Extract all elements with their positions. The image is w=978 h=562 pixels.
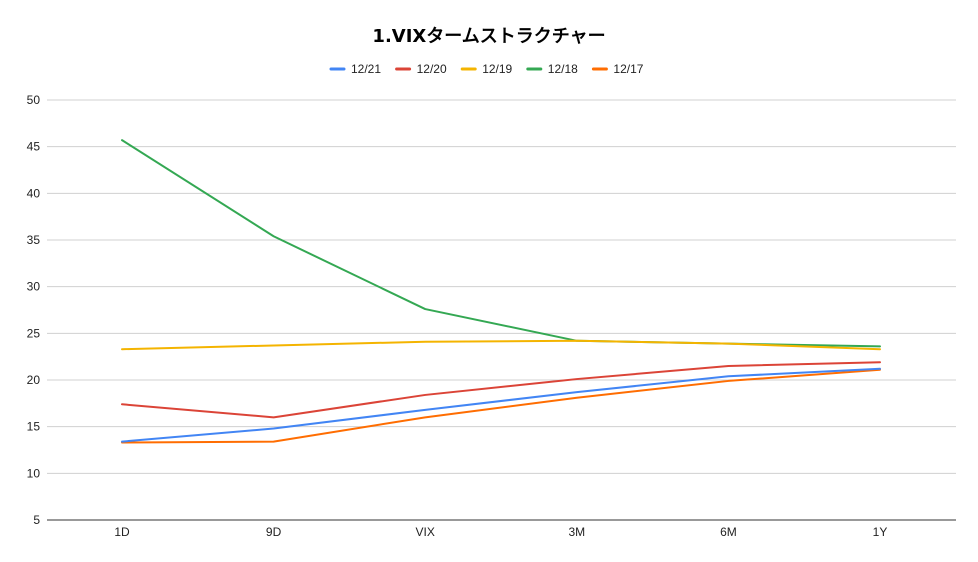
grid-layer xyxy=(47,99,956,521)
x-tick-label: VIX xyxy=(416,525,435,539)
legend-item: 12/18 xyxy=(526,62,578,76)
legend-item: 12/19 xyxy=(460,62,513,76)
series-line-12-17 xyxy=(121,368,881,444)
y-tick-label: 40 xyxy=(27,186,41,200)
y-axis-ticks: 5 10 15 20 25 30 35 40 45 50 xyxy=(27,93,41,527)
y-tick-label: 15 xyxy=(27,420,41,434)
series-line-12-21 xyxy=(121,367,881,443)
y-tick-label: 30 xyxy=(27,280,41,294)
series-line-12-18 xyxy=(121,139,881,348)
y-tick-label: 5 xyxy=(33,513,40,527)
x-axis-ticks: 1D 9D VIX 3M 6M 1Y xyxy=(114,525,887,539)
legend-label: 12/17 xyxy=(613,62,643,76)
y-tick-label: 10 xyxy=(27,466,41,480)
series-layer xyxy=(121,139,881,444)
y-tick-label: 25 xyxy=(27,326,41,340)
y-tick-label: 45 xyxy=(27,140,41,154)
legend-label: 12/20 xyxy=(417,62,447,76)
y-tick-label: 50 xyxy=(27,93,41,107)
x-tick-label: 1D xyxy=(114,525,130,539)
legend-label: 12/18 xyxy=(548,62,578,76)
series-line-12-19 xyxy=(121,339,881,351)
x-tick-label: 6M xyxy=(720,525,737,539)
legend-item: 12/21 xyxy=(329,62,381,76)
legend-label: 12/21 xyxy=(351,62,381,76)
legend-label: 12/19 xyxy=(482,62,512,76)
y-tick-label: 20 xyxy=(27,373,41,387)
chart-title: 1.VIXタームストラクチャー xyxy=(372,26,606,47)
legend-item: 12/20 xyxy=(395,62,447,76)
x-tick-label: 1Y xyxy=(873,525,888,539)
x-tick-label: 3M xyxy=(568,525,585,539)
series-line-12-20 xyxy=(121,361,881,419)
legend: 12/21 12/20 12/19 12/18 12/17 xyxy=(329,62,644,76)
x-tick-label: 9D xyxy=(266,525,282,539)
legend-item: 12/17 xyxy=(591,62,644,76)
y-tick-label: 35 xyxy=(27,233,41,247)
